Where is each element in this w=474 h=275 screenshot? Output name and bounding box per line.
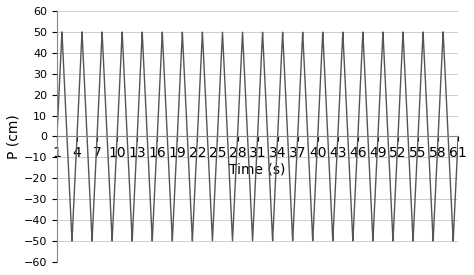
X-axis label: Time (s): Time (s) [229, 163, 286, 177]
Y-axis label: P (cm): P (cm) [7, 114, 21, 159]
